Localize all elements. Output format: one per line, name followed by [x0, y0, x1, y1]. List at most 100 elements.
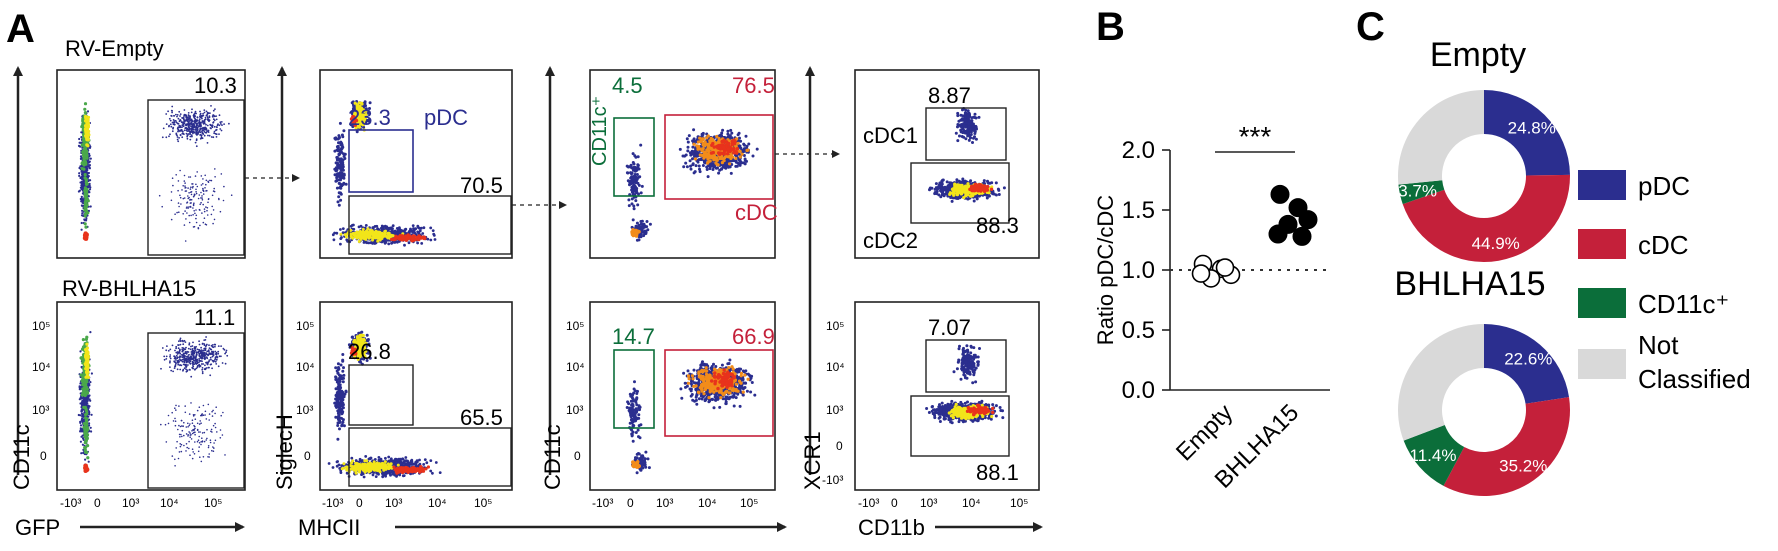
facs-event: [208, 419, 210, 421]
facs-event: [170, 125, 173, 128]
facs-event: [185, 127, 188, 129]
facs-event: [177, 457, 180, 460]
facs-event: [82, 451, 85, 454]
facs-event: [195, 131, 198, 134]
facs-event: [331, 233, 335, 237]
facs-event: [202, 120, 204, 122]
facs-event: [194, 112, 196, 115]
facs-event: [208, 344, 210, 347]
facs-event: [185, 132, 188, 135]
facs-event: [174, 349, 176, 352]
facs-event: [169, 119, 172, 122]
facs-event: [214, 176, 216, 178]
facs-event: [189, 176, 192, 178]
facs-event: [191, 187, 194, 189]
facs-event: [203, 130, 206, 133]
facs-event: [176, 440, 178, 443]
facs-event: [173, 123, 176, 126]
facs-event: [84, 178, 88, 182]
facs-event: [181, 360, 184, 363]
facs-event: [195, 188, 197, 191]
row-label-rv-bhlha15: RV-BHLHA15: [62, 276, 196, 301]
facs-event: [83, 446, 87, 450]
facs-event: [364, 224, 368, 227]
facs-event: [185, 368, 188, 371]
facs-event: [198, 361, 200, 364]
facs-event: [81, 417, 84, 420]
facs-event: [178, 451, 181, 453]
facs-event: [202, 203, 204, 206]
facs-event: [86, 110, 90, 113]
facs-event: [88, 185, 91, 188]
facs-event: [79, 440, 82, 443]
facs-event: [177, 202, 180, 204]
facs-event: [191, 108, 193, 111]
facs-event: [212, 222, 214, 225]
facs-event: [189, 188, 192, 190]
facs-event: [169, 366, 171, 368]
facs-event: [179, 169, 181, 172]
facs-event: [85, 342, 89, 346]
facs-event: [405, 462, 409, 465]
axis-label-cd11b: CD11b: [858, 515, 925, 540]
facs-event: [184, 357, 187, 360]
facs-event: [193, 348, 196, 350]
facs-event: [175, 345, 178, 348]
facs-event: [192, 357, 195, 360]
facs-event: [187, 364, 189, 366]
facs-event: [195, 126, 197, 129]
facs-event: [203, 217, 206, 219]
facs-event: [189, 363, 192, 365]
facs-event: [166, 345, 168, 347]
facs-event: [196, 440, 199, 443]
facs-event: [183, 367, 186, 370]
facs-event: [212, 450, 215, 453]
facs-event: [178, 205, 180, 208]
facs-event: [337, 394, 341, 398]
facs-event: [81, 209, 84, 212]
facs-event: [204, 223, 207, 225]
facs-event: [372, 234, 376, 238]
facs-event: [391, 227, 394, 231]
facs-event: [381, 475, 385, 479]
facs-event: [89, 426, 92, 429]
facs-event: [194, 141, 197, 144]
facs-event: [197, 197, 200, 200]
facs-event: [216, 126, 218, 129]
facs-event: [214, 343, 217, 346]
facs-event: [206, 363, 209, 366]
facs-event: [349, 228, 353, 232]
facs-event: [421, 232, 425, 235]
facs-event: [203, 440, 206, 443]
facs-event: [181, 347, 184, 349]
facs-event: [163, 355, 166, 358]
facs-event: [201, 432, 204, 434]
facs-event: [360, 460, 364, 463]
facs-event: [190, 402, 192, 404]
facs-event: [193, 346, 196, 348]
facs-event: [187, 125, 190, 128]
facs-event: [185, 450, 187, 452]
facs-event: [396, 240, 399, 244]
facs-event: [182, 213, 184, 215]
facs-event: [209, 124, 212, 127]
facs-event: [215, 136, 218, 138]
facs-event: [336, 387, 340, 391]
facs-event: [83, 102, 88, 106]
facs-event: [177, 189, 179, 192]
facs-event: [86, 399, 89, 402]
facs-event: [209, 127, 212, 129]
facs-event: [188, 117, 191, 119]
facs-event: [79, 382, 82, 385]
facs-event: [214, 439, 217, 442]
facs-event: [186, 119, 189, 122]
facs-event: [179, 364, 182, 366]
facs-event: [207, 445, 210, 447]
facs-event: [202, 414, 205, 417]
facs-event: [171, 111, 174, 114]
facs-event: [335, 460, 339, 464]
facs-event: [222, 199, 225, 202]
facs-event: [88, 188, 92, 191]
facs-event: [211, 126, 214, 129]
